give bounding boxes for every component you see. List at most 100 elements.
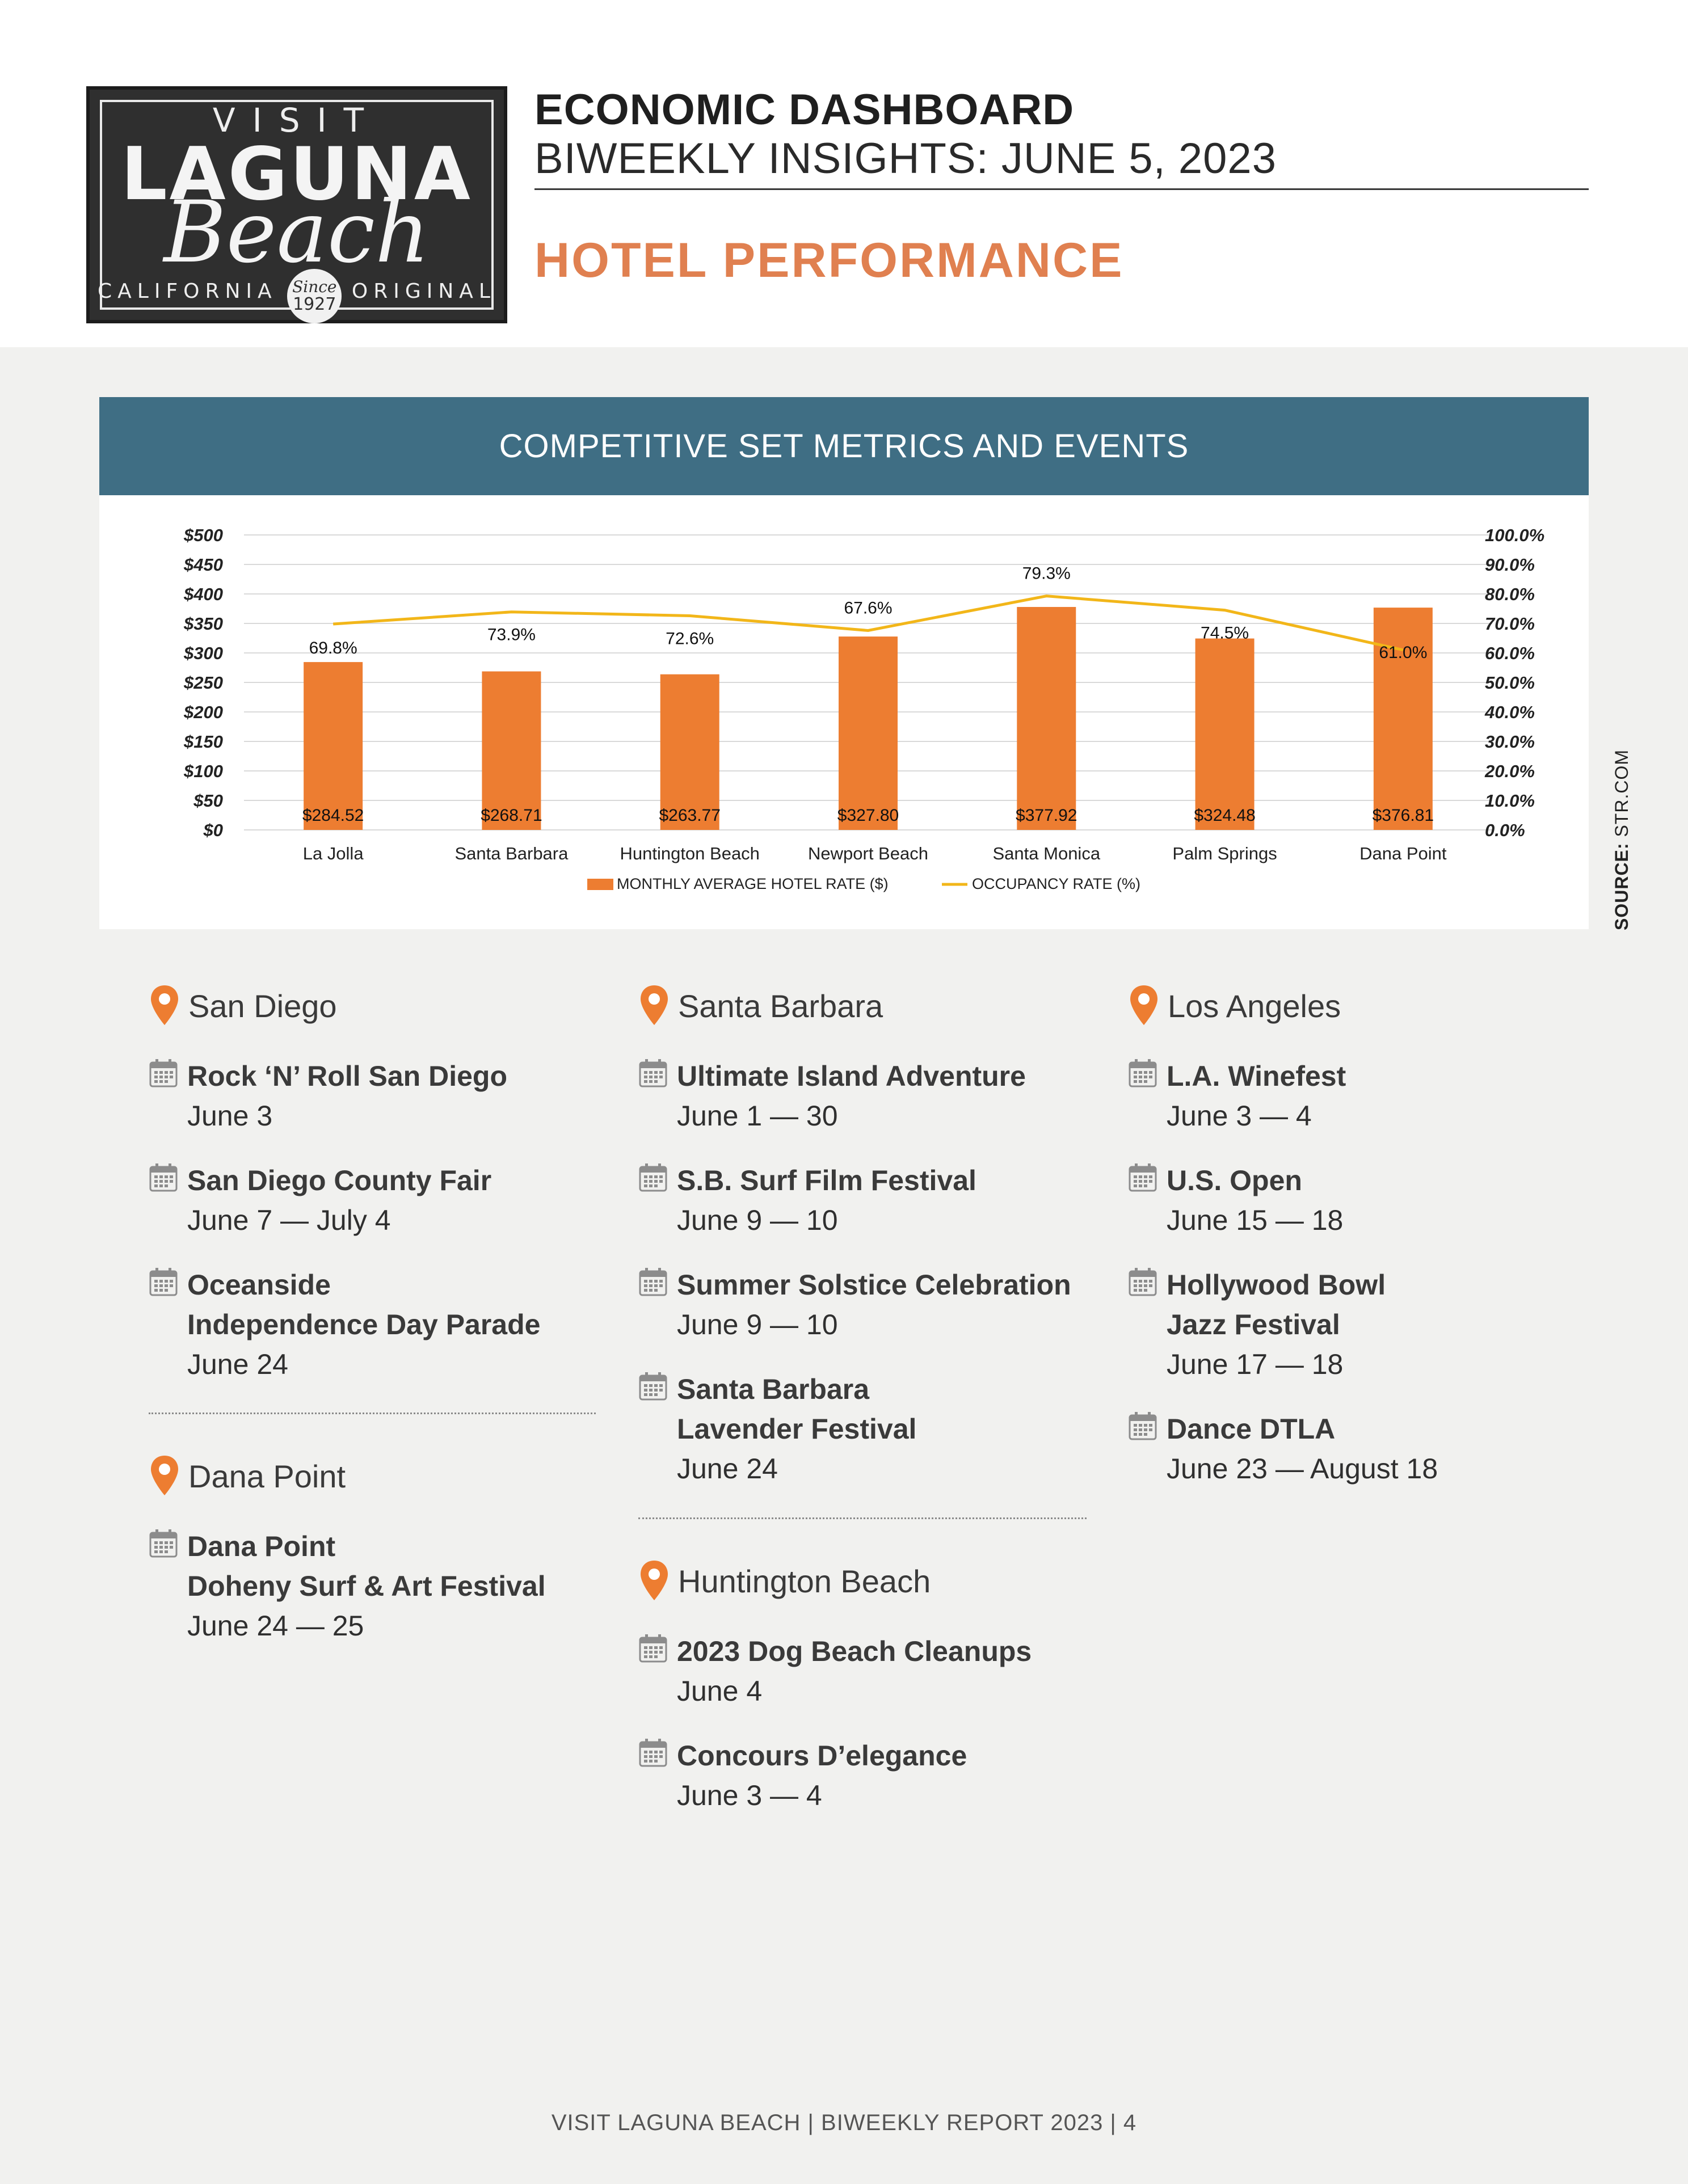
region-header: San Diego [149, 980, 540, 1031]
calendar-icon [1128, 1163, 1157, 1192]
legend-bar-label: MONTHLY AVERAGE HOTEL RATE ($) [617, 875, 889, 892]
event-text: Oceanside Independence Day Parade June 24 [187, 1265, 540, 1384]
y2-tick-label: 50.0% [1485, 673, 1535, 693]
event-date: June 24 [187, 1348, 288, 1380]
event-name: Summer Solstice Celebration [677, 1269, 1071, 1301]
x-tick-label: Huntington Beach [620, 844, 759, 863]
event-item: Concours D’elegance June 3 — 4 [638, 1736, 1032, 1815]
logo-since-text: Since [292, 277, 337, 296]
occupancy-label: 72.6% [666, 629, 714, 648]
event-text: L.A. Winefest June 3 — 4 [1167, 1056, 1346, 1136]
calendar-icon [149, 1059, 178, 1088]
event-item: Hollywood Bowl Jazz Festival June 17 — 18 [1128, 1265, 1438, 1384]
event-date: June 24 — 25 [187, 1610, 364, 1642]
bar-value-label: $327.80 [837, 806, 899, 825]
chart-banner: COMPETITIVE SET METRICS AND EVENTS [99, 397, 1589, 495]
section-title: HOTEL PERFORMANCE [534, 233, 1124, 288]
y-tick-label: $0 [203, 820, 223, 840]
event-item: Rock ‘N’ Roll San Diego June 3 [149, 1056, 540, 1136]
page-subtitle: BIWEEKLY INSIGHTS: JUNE 5, 2023 [534, 134, 1277, 183]
event-text: Ultimate Island Adventure June 1 — 30 [677, 1056, 1026, 1136]
event-date: June 3 — 4 [677, 1780, 822, 1811]
occupancy-label: 61.0% [1379, 643, 1427, 662]
event-date: June 9 — 10 [677, 1309, 838, 1340]
header-divider [534, 188, 1589, 190]
y2-tick-label: 70.0% [1485, 614, 1535, 634]
bar-value-label: $376.81 [1373, 806, 1434, 825]
calendar-icon [638, 1163, 668, 1192]
event-name: Hollywood Bowl [1167, 1269, 1386, 1301]
divider-san-diego [149, 1413, 596, 1414]
calendar-icon [638, 1059, 668, 1088]
bar-7 [1373, 608, 1433, 830]
region-name: Huntington Beach [678, 1563, 931, 1599]
calendar-icon [1128, 1059, 1157, 1088]
occupancy-label: 73.9% [487, 626, 536, 644]
event-text: U.S. Open June 15 — 18 [1167, 1161, 1343, 1240]
event-date: June 24 [677, 1453, 778, 1485]
event-date: June 23 — August 18 [1167, 1453, 1438, 1485]
calendar-icon [1128, 1411, 1157, 1441]
y-tick-label: $400 [183, 584, 223, 604]
region-header: Dana Point [149, 1451, 546, 1502]
y-tick-label: $250 [183, 673, 223, 693]
event-name: U.S. Open [1167, 1165, 1302, 1196]
event-name: S.B. Surf Film Festival [677, 1165, 976, 1196]
calendar-icon [638, 1372, 668, 1401]
legend-line-label: OCCUPANCY RATE (%) [972, 875, 1140, 892]
region-name: Dana Point [188, 1458, 346, 1494]
event-date: June 4 [677, 1675, 763, 1707]
bar-4 [839, 636, 898, 830]
x-tick-label: Santa Barbara [454, 844, 569, 863]
x-tick-label: Palm Springs [1172, 844, 1277, 863]
calendar-icon [149, 1163, 178, 1192]
calendar-icon [149, 1267, 178, 1297]
calendar-icon [1128, 1267, 1157, 1297]
region-name: San Diego [188, 988, 337, 1024]
event-name-line2: Doheny Surf & Art Festival [187, 1570, 546, 1602]
event-text: 2023 Dog Beach Cleanups June 4 [677, 1631, 1032, 1711]
event-text: S.B. Surf Film Festival June 9 — 10 [677, 1161, 976, 1240]
event-text: Hollywood Bowl Jazz Festival June 17 — 18 [1167, 1265, 1386, 1384]
event-text: Rock ‘N’ Roll San Diego June 3 [187, 1056, 507, 1136]
event-date: June 3 — 4 [1167, 1100, 1312, 1132]
event-item: U.S. Open June 15 — 18 [1128, 1161, 1438, 1240]
event-text: Dance DTLA June 23 — August 18 [1167, 1409, 1438, 1489]
calendar-icon [638, 1267, 668, 1297]
event-item: 2023 Dog Beach Cleanups June 4 [638, 1631, 1032, 1711]
location-pin-icon [638, 1559, 670, 1603]
location-pin-icon [149, 984, 180, 1027]
divider-santa-barbara [638, 1517, 1087, 1519]
y2-tick-label: 40.0% [1484, 702, 1535, 722]
location-pin-icon [1128, 984, 1160, 1027]
region-header: Santa Barbara [638, 980, 1071, 1031]
hotel-performance-chart: $0 $50 $100 $150 $200 $250 $300 $350 $400 $450 $50… [183, 525, 1544, 892]
event-name-line2: Independence Day Parade [187, 1309, 541, 1340]
region-header: Huntington Beach [638, 1555, 1032, 1607]
event-name: 2023 Dog Beach Cleanups [677, 1635, 1032, 1667]
event-text: Summer Solstice Celebration June 9 — 10 [677, 1265, 1071, 1344]
logo-original-text: ORIGINAL [351, 279, 496, 303]
event-text: Santa Barbara Lavender Festival June 24 [677, 1369, 916, 1489]
x-tick-label: Dana Point [1359, 844, 1447, 863]
event-date: June 17 — 18 [1167, 1348, 1344, 1380]
event-date: June 9 — 10 [677, 1204, 838, 1236]
y2-tick-label: 30.0% [1485, 732, 1535, 752]
event-item: Santa Barbara Lavender Festival June 24 [638, 1369, 1071, 1489]
event-text: Dana Point Doheny Surf & Art Festival June… [187, 1527, 546, 1646]
y2-tick-label: 80.0% [1485, 584, 1535, 604]
bar-value-label: $284.52 [302, 806, 364, 825]
calendar-icon [638, 1738, 668, 1768]
occupancy-label: 69.8% [309, 639, 357, 657]
legend-bar-swatch [587, 879, 613, 890]
event-date: June 1 — 30 [677, 1100, 838, 1132]
y-tick-label: $350 [183, 614, 223, 634]
y-tick-label: $450 [183, 555, 223, 575]
location-pin-icon [638, 984, 670, 1027]
y2-tick-label: 100.0% [1485, 525, 1544, 545]
visit-laguna-beach-logo: VISIT LAGUNA Beach CALIFORNIA Since 1927… [86, 86, 507, 323]
page-title: ECONOMIC DASHBOARD [534, 86, 1075, 134]
logo-visit-text: VISIT [212, 101, 381, 140]
x-tick-label: Santa Monica [993, 844, 1101, 863]
event-date: June 3 [187, 1100, 273, 1132]
